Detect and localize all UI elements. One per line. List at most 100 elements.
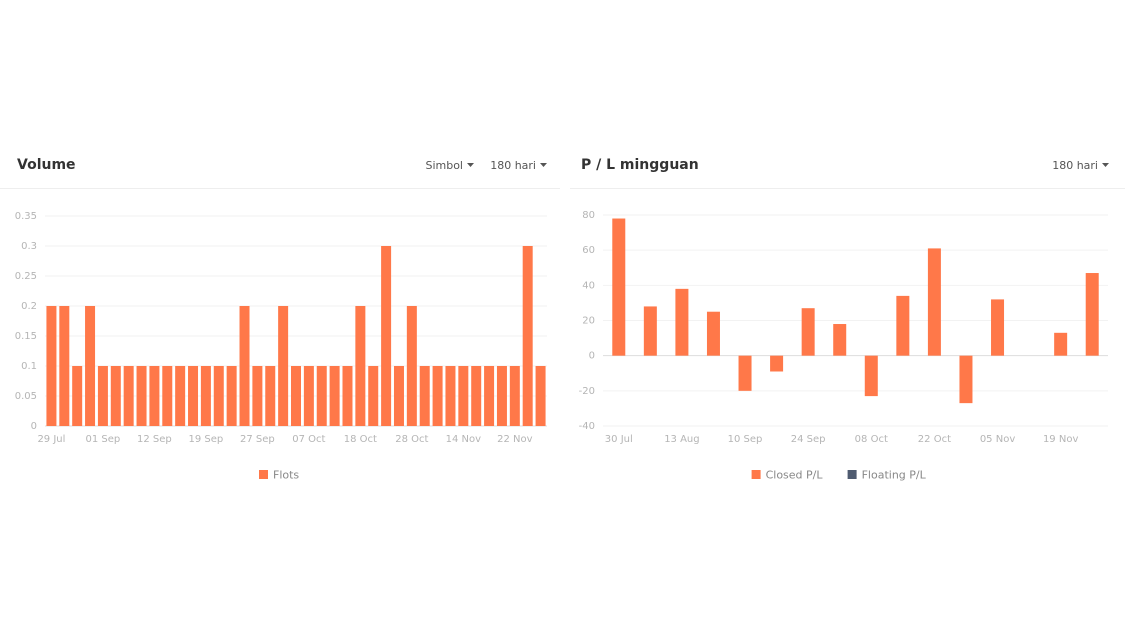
bar <box>72 366 83 426</box>
y-tick-label: 80 <box>582 210 595 221</box>
bar <box>432 366 443 426</box>
bar <box>896 295 910 356</box>
x-tick-label: 13 Aug <box>664 434 699 445</box>
y-tick-label: 0.3 <box>21 241 37 252</box>
bar <box>303 366 314 426</box>
bar <box>200 366 211 426</box>
bar <box>278 306 289 426</box>
bar <box>381 246 392 426</box>
legend-label[interactable]: Floating P/L <box>862 469 927 482</box>
bar <box>419 366 430 426</box>
dropdown-caret <box>1102 163 1109 167</box>
dropdown[interactable]: 180 hari <box>1052 159 1098 172</box>
y-tick-label: -20 <box>579 386 595 397</box>
bar <box>393 366 404 426</box>
legend-swatch <box>847 470 857 479</box>
y-tick-label: 0.35 <box>15 211 37 222</box>
legend-swatch <box>259 470 268 479</box>
x-tick-label: 30 Jul <box>605 434 633 445</box>
bar <box>959 355 973 404</box>
bar <box>675 288 689 356</box>
x-tick-label: 18 Oct <box>344 434 377 445</box>
x-tick-label: 12 Sep <box>137 434 172 445</box>
bar <box>291 366 301 426</box>
y-tick-label: 0 <box>589 351 595 362</box>
x-tick-label: 19 Sep <box>189 434 224 445</box>
y-tick-label: -40 <box>579 421 595 432</box>
x-tick-label: 27 Sep <box>240 434 275 445</box>
x-tick-label: 01 Sep <box>86 434 121 445</box>
bar <box>445 366 456 426</box>
legend-label[interactable]: Closed P/L <box>766 469 824 482</box>
dropdown[interactable]: 180 hari <box>490 159 536 172</box>
bar <box>471 366 482 426</box>
x-tick-label: 14 Nov <box>446 434 482 445</box>
x-tick-label: 19 Nov <box>1043 434 1079 445</box>
x-tick-label: 10 Sep <box>728 434 763 445</box>
y-tick-label: 0.15 <box>15 331 37 342</box>
bar <box>188 366 199 426</box>
bar <box>484 366 495 426</box>
bar <box>226 366 237 426</box>
bar <box>213 366 224 426</box>
x-tick-label: 22 Oct <box>918 434 951 445</box>
y-tick-label: 0 <box>31 421 37 432</box>
y-tick-label: 0.05 <box>15 391 37 402</box>
bar <box>458 366 469 426</box>
bar <box>136 366 147 426</box>
bar <box>535 366 546 426</box>
bar <box>522 246 533 426</box>
bar <box>162 366 173 426</box>
bar <box>46 306 57 426</box>
bar <box>97 366 108 426</box>
x-tick-label: 05 Nov <box>980 434 1016 445</box>
bar <box>406 306 417 426</box>
bar <box>149 366 160 426</box>
bar <box>770 355 784 372</box>
legend-swatch <box>751 470 761 479</box>
bar <box>738 355 752 391</box>
legend-label[interactable]: Flots <box>273 469 299 482</box>
bar <box>833 324 847 356</box>
x-tick-label: 29 Jul <box>37 434 65 445</box>
bar <box>1054 332 1068 356</box>
bar <box>175 366 186 426</box>
bar <box>59 306 70 426</box>
bar <box>85 306 96 426</box>
y-tick-label: 0.1 <box>21 361 37 372</box>
dropdown-caret <box>540 163 547 167</box>
y-tick-label: 0.25 <box>15 271 37 282</box>
bar <box>864 355 878 397</box>
y-tick-label: 60 <box>582 245 595 256</box>
bar <box>110 366 121 426</box>
bar <box>801 308 815 356</box>
bar <box>509 366 520 426</box>
x-tick-label: 22 Nov <box>497 434 533 445</box>
y-tick-label: 40 <box>582 280 595 291</box>
y-tick-label: 0.2 <box>21 301 37 312</box>
bar <box>123 366 134 426</box>
bar <box>496 366 507 426</box>
x-tick-label: 28 Oct <box>395 434 428 445</box>
dropdown[interactable]: Simbol <box>425 159 463 172</box>
bar <box>991 299 1005 356</box>
bar <box>643 306 657 356</box>
bar <box>239 306 250 426</box>
bar <box>368 366 379 426</box>
bar <box>316 366 327 426</box>
bar <box>355 306 366 426</box>
bar <box>706 311 720 356</box>
bar <box>1085 273 1099 356</box>
y-tick-label: 20 <box>582 316 595 327</box>
x-tick-label: 08 Oct <box>855 434 888 445</box>
bar <box>342 366 353 426</box>
dropdown-caret <box>467 163 474 167</box>
bar <box>252 366 263 426</box>
panel-title: Volume <box>17 157 76 173</box>
bar <box>927 248 941 356</box>
x-tick-label: 24 Sep <box>791 434 826 445</box>
bar <box>329 366 340 426</box>
x-tick-label: 07 Oct <box>292 434 325 445</box>
bar <box>612 218 626 356</box>
